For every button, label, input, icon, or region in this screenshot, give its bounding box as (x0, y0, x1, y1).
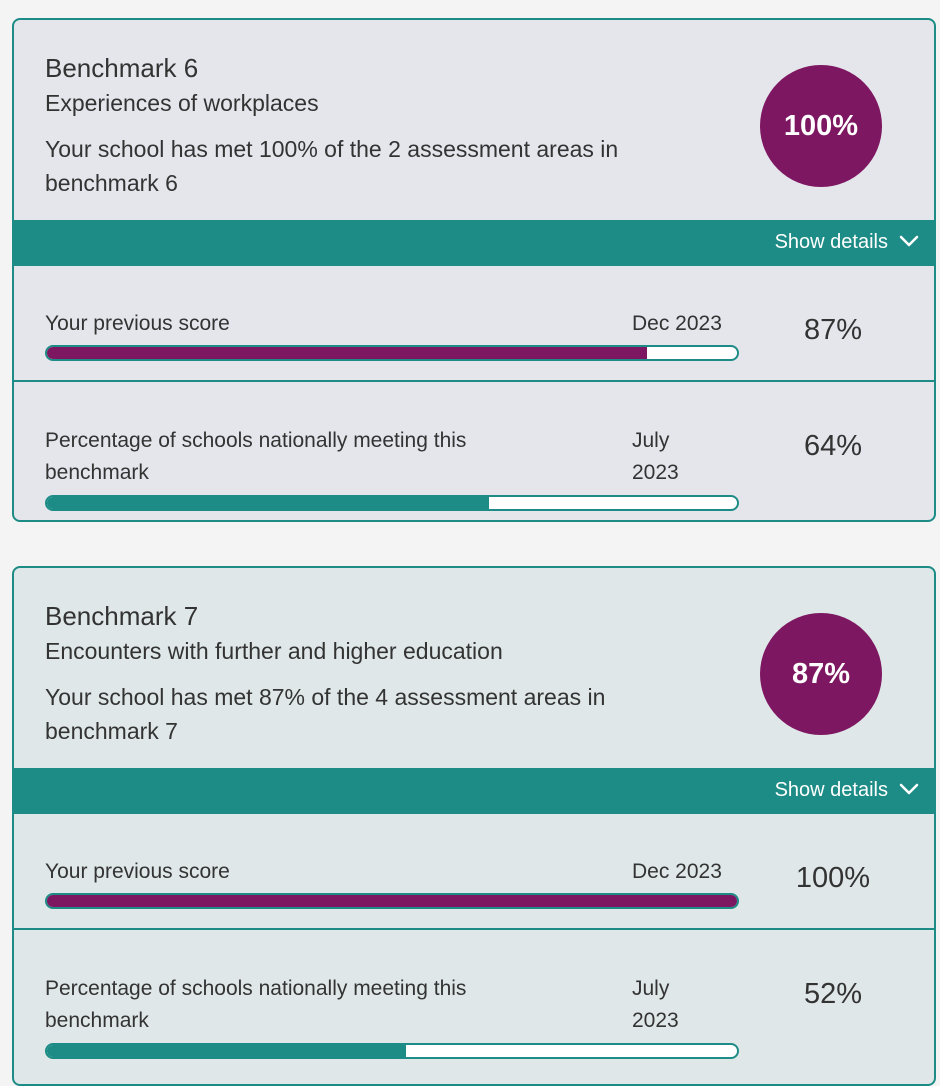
benchmark-description: Your school has met 87% of the 4 assessm… (45, 684, 606, 744)
show-details-toggle[interactable]: Show details (14, 768, 934, 814)
chevron-down-icon (899, 783, 919, 795)
benchmark-header: Benchmark 6 Experiences of workplaces Yo… (14, 20, 934, 220)
score-badge: 87% (760, 613, 882, 735)
benchmark-subtitle: Experiences of workplaces (45, 90, 319, 116)
national-score-row: Percentage of schools nationally meeting… (14, 382, 934, 520)
previous-score-label: Your previous score (45, 312, 230, 335)
national-score-row: Percentage of schools nationally meeting… (14, 930, 934, 1084)
score-badge: 100% (760, 65, 882, 187)
previous-score-fill (47, 895, 737, 907)
previous-score-row: Your previous score Dec 2023 100% (14, 814, 934, 930)
benchmark-card: Benchmark 7 Encounters with further and … (12, 566, 936, 1086)
previous-score-bar (45, 893, 739, 909)
national-score-label: Percentage of schools nationally meeting… (45, 977, 467, 1032)
national-score-fill (47, 497, 489, 509)
benchmark-title: Benchmark 6 (45, 53, 199, 83)
national-score-value: 52% (803, 978, 863, 1010)
benchmark-title: Benchmark 7 (45, 601, 199, 631)
national-score-value: 64% (803, 430, 863, 462)
national-score-bar (45, 495, 739, 511)
national-score-date: July 2023 (632, 429, 679, 484)
national-score-label: Percentage of schools nationally meeting… (45, 429, 467, 484)
national-score-date: July 2023 (632, 977, 679, 1032)
previous-score-fill (47, 347, 648, 359)
show-details-label: Show details (774, 231, 888, 253)
previous-score-date: Dec 2023 (632, 312, 722, 335)
previous-score-bar (45, 345, 739, 361)
benchmark-description: Your school has met 100% of the 2 assess… (45, 136, 619, 196)
previous-score-date: Dec 2023 (632, 860, 722, 883)
show-details-label: Show details (774, 779, 888, 801)
chevron-down-icon (899, 235, 919, 247)
national-score-bar (45, 1043, 739, 1059)
benchmark-header: Benchmark 7 Encounters with further and … (14, 568, 934, 768)
previous-score-value: 87% (803, 314, 863, 346)
benchmark-card: Benchmark 6 Experiences of workplaces Yo… (12, 18, 936, 522)
benchmark-subtitle: Encounters with further and higher educa… (45, 638, 503, 664)
national-score-fill (47, 1045, 406, 1057)
previous-score-label: Your previous score (45, 860, 230, 883)
show-details-toggle[interactable]: Show details (14, 220, 934, 266)
previous-score-row: Your previous score Dec 2023 87% (14, 266, 934, 382)
previous-score-value: 100% (795, 862, 871, 894)
